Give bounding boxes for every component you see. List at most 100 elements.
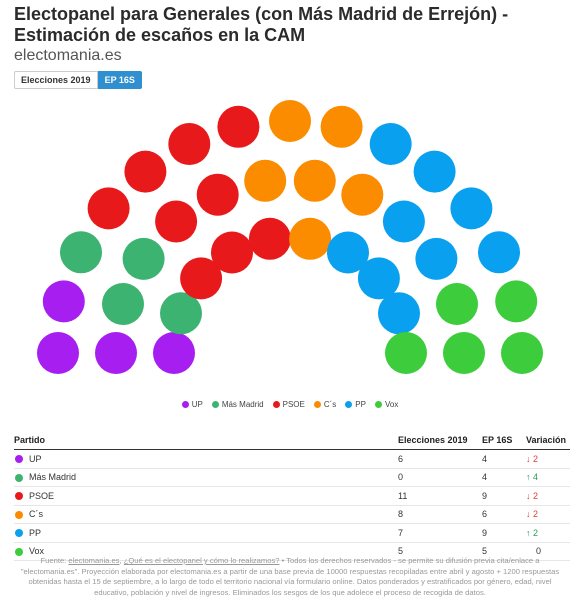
arrow-down-icon: ↓: [526, 490, 531, 501]
seat-pp: [478, 231, 520, 274]
seats-ep: 4: [482, 449, 526, 469]
party-color-dot: [15, 473, 23, 482]
source-label: electomania.es: [14, 47, 122, 64]
arrow-up-icon: ↑: [526, 527, 531, 538]
seats-ep: 4: [482, 468, 526, 487]
table-row: Vox 5 5 0: [14, 542, 570, 561]
party-name: Vox: [29, 546, 45, 557]
seat-pp: [357, 257, 400, 300]
seat-pp: [413, 150, 456, 193]
seat-vox: [436, 283, 478, 325]
table-row: UP 6 4 ↓ 2: [14, 449, 570, 469]
variation-value: 0: [536, 546, 542, 557]
seat-psoe: [217, 105, 260, 148]
variation-cell: ↓ 2: [526, 505, 570, 524]
arrow-up-icon: ↑: [526, 472, 531, 483]
party-name: PP: [29, 527, 42, 538]
party-name: Más Madrid: [29, 472, 77, 483]
header-elecciones-2019: Elecciones 2019: [398, 432, 482, 450]
seat-c-s: [289, 217, 332, 260]
seat-up: [95, 332, 137, 374]
seats-ep: 9: [482, 486, 526, 506]
footer-link-electomania[interactable]: electomania.es: [68, 556, 120, 565]
seat-c-s: [320, 105, 363, 148]
seat-pp: [327, 231, 369, 274]
legend-item: C´s: [313, 400, 337, 409]
arrow-down-icon: ↓: [526, 509, 531, 520]
footer-prefix: Fuente:: [40, 556, 69, 565]
seat-psoe: [168, 123, 211, 165]
tab-ep-16s[interactable]: EP 16S: [97, 71, 142, 89]
legend-label: PP: [355, 400, 366, 409]
seat-pp: [450, 187, 493, 230]
seat-psoe: [155, 200, 198, 243]
scenario-tabs: Elecciones 2019 EP 16S: [14, 71, 142, 89]
seats-2019: 7: [398, 523, 482, 543]
seat-up: [37, 332, 79, 374]
party-cell: PSOE: [14, 486, 398, 506]
variation-cell: ↓ 2: [526, 449, 570, 469]
legend-dot: [345, 401, 353, 408]
seat-m-s-madrid: [122, 237, 165, 280]
table-row: PSOE 11 9 ↓ 2: [14, 486, 570, 506]
seat-psoe: [87, 187, 130, 230]
variation-value: 2: [533, 527, 539, 538]
seat-psoe: [124, 150, 167, 193]
hemicycle-chart: [37, 100, 543, 374]
legend-item: Más Madrid: [211, 400, 264, 409]
seat-c-s: [244, 159, 287, 202]
seats-ep: 5: [482, 542, 526, 561]
seat-pp: [382, 200, 425, 243]
party-color-dot: [15, 455, 23, 464]
variation-value: 2: [533, 490, 539, 501]
seat-up: [42, 280, 85, 323]
arrow-down-icon: ↓: [526, 453, 531, 464]
footer-note: Fuente: electomania.es, ¿Qué es el elect…: [14, 556, 566, 598]
seat-pp: [378, 292, 420, 335]
seat-c-s: [269, 100, 311, 142]
footer-sep: ,: [119, 556, 124, 565]
seat-pp: [415, 237, 458, 280]
seats-2019: 6: [398, 449, 482, 469]
seats-ep: 6: [482, 505, 526, 524]
chart-title: Electopanel para Generales (con Más Madr…: [14, 4, 509, 45]
seat-m-s-madrid: [102, 283, 144, 325]
variation-value: 4: [533, 472, 539, 483]
party-name: UP: [29, 453, 42, 464]
party-color-dot: [15, 510, 23, 519]
legend-item: PSOE: [272, 400, 305, 409]
seats-2019: 0: [398, 468, 482, 487]
seats-2019: 11: [398, 486, 482, 506]
chart-legend: UP Más Madrid PSOE C´s PP Vox: [0, 400, 580, 409]
footer-text: • Todos los derechos reservados - se per…: [20, 556, 560, 597]
seat-m-s-madrid: [60, 231, 102, 274]
legend-item: PP: [345, 400, 366, 409]
party-color-dot: [15, 547, 23, 556]
variation-cell: 0: [526, 542, 570, 561]
party-color-dot: [15, 529, 23, 538]
legend-dot: [211, 401, 219, 408]
party-name: C´s: [29, 509, 43, 520]
legend-label: C´s: [323, 400, 337, 409]
legend-dot: [313, 401, 321, 408]
seat-vox: [443, 332, 485, 374]
variation-cell: ↑ 4: [526, 468, 570, 487]
legend-label: UP: [191, 400, 203, 409]
header-party: Partido: [14, 432, 398, 450]
seat-up: [153, 332, 195, 374]
legend-item: UP: [181, 400, 203, 409]
tab-elecciones-2019[interactable]: Elecciones 2019: [14, 71, 98, 89]
footer-link-electopanel-info[interactable]: ¿Qué es el electopanel y cómo lo realiza…: [123, 556, 280, 565]
legend-dot: [374, 401, 382, 408]
legend-label: Más Madrid: [221, 400, 264, 409]
seat-pp: [369, 123, 412, 165]
seat-psoe: [180, 257, 223, 300]
seat-m-s-madrid: [160, 292, 202, 335]
legend-label: PSOE: [282, 400, 305, 409]
variation-cell: ↑ 2: [526, 523, 570, 543]
table-row: C´s 8 6 ↓ 2: [14, 505, 570, 524]
seat-vox: [501, 332, 543, 374]
seats-ep: 9: [482, 523, 526, 543]
party-cell: C´s: [14, 505, 398, 524]
table-row: PP 7 9 ↑ 2: [14, 523, 570, 543]
